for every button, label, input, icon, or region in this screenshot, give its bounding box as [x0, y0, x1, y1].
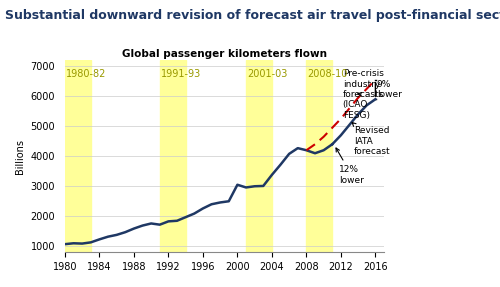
Bar — [306, 60, 332, 252]
Text: 2001-03: 2001-03 — [247, 69, 288, 79]
Title: Global passenger kilometers flown: Global passenger kilometers flown — [122, 49, 327, 59]
Text: 12%
lower: 12% lower — [336, 148, 364, 185]
Bar — [65, 60, 91, 252]
Text: 1980-82: 1980-82 — [66, 69, 106, 79]
Y-axis label: Billions: Billions — [15, 139, 25, 174]
Bar — [246, 60, 272, 252]
Text: Substantial downward revision of forecast air travel post-financial sector crisi: Substantial downward revision of forecas… — [5, 9, 500, 22]
Text: 1991-93: 1991-93 — [160, 69, 201, 79]
Text: Pre-crisis
industry
forecasts
(ICAO
FESG): Pre-crisis industry forecasts (ICAO FESG… — [342, 69, 384, 120]
Text: 2008-10: 2008-10 — [308, 69, 348, 79]
Bar — [160, 60, 186, 252]
Text: 9%
lower: 9% lower — [376, 80, 402, 99]
Text: Revised
IATA
forecast: Revised IATA forecast — [352, 123, 391, 156]
